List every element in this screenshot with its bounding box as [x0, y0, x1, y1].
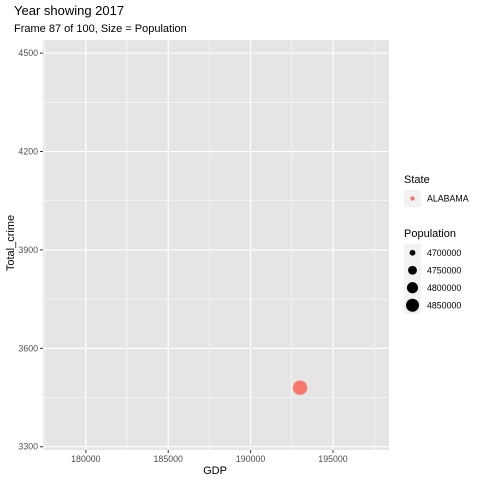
legend-label: 4750000: [427, 265, 461, 275]
plot-panel: [43, 40, 389, 450]
legend-key-dot: [405, 298, 420, 312]
x-tick-label: 180000: [71, 454, 100, 464]
legend-label: ALABAMA: [427, 194, 469, 204]
y-tick-label: 3900: [18, 245, 38, 255]
legend-label: 4850000: [427, 300, 461, 310]
data-point: [292, 380, 308, 395]
population-legend-title: Population: [404, 228, 456, 240]
population-legend: Population 4700000 4750000 4800000 4850000: [404, 228, 461, 314]
y-tick-label: 4200: [18, 147, 38, 157]
x-tick-label: 190000: [236, 454, 265, 464]
state-legend: State ALABAMA: [404, 174, 469, 207]
chart-subtitle: Frame 87 of 100, Size = Population: [14, 23, 187, 35]
legend-key-dot: [410, 196, 415, 201]
y-tick-label: 3600: [18, 343, 38, 353]
legend-key-dot: [406, 282, 419, 294]
y-axis-title: Total_crime: [5, 215, 17, 271]
x-axis-title: GDP: [203, 465, 227, 477]
legend-key-dot: [409, 249, 416, 256]
x-axis: 180000 185000 190000 195000: [71, 450, 348, 464]
major-gridlines: [43, 40, 389, 450]
state-legend-title: State: [404, 174, 430, 186]
x-tick-label: 185000: [154, 454, 183, 464]
x-tick-label: 195000: [318, 454, 347, 464]
y-tick-label: 4500: [18, 48, 38, 58]
minor-gridlines: [43, 40, 389, 450]
legend-label: 4700000: [427, 248, 461, 258]
legend-key-dot: [408, 265, 417, 275]
y-tick-label: 3300: [18, 442, 38, 452]
legend-label: 4800000: [427, 283, 461, 293]
chart-title: Year showing 2017: [14, 3, 124, 18]
data-points: [292, 380, 308, 395]
y-axis: 3300 3600 3900 4200 4500: [18, 48, 43, 452]
